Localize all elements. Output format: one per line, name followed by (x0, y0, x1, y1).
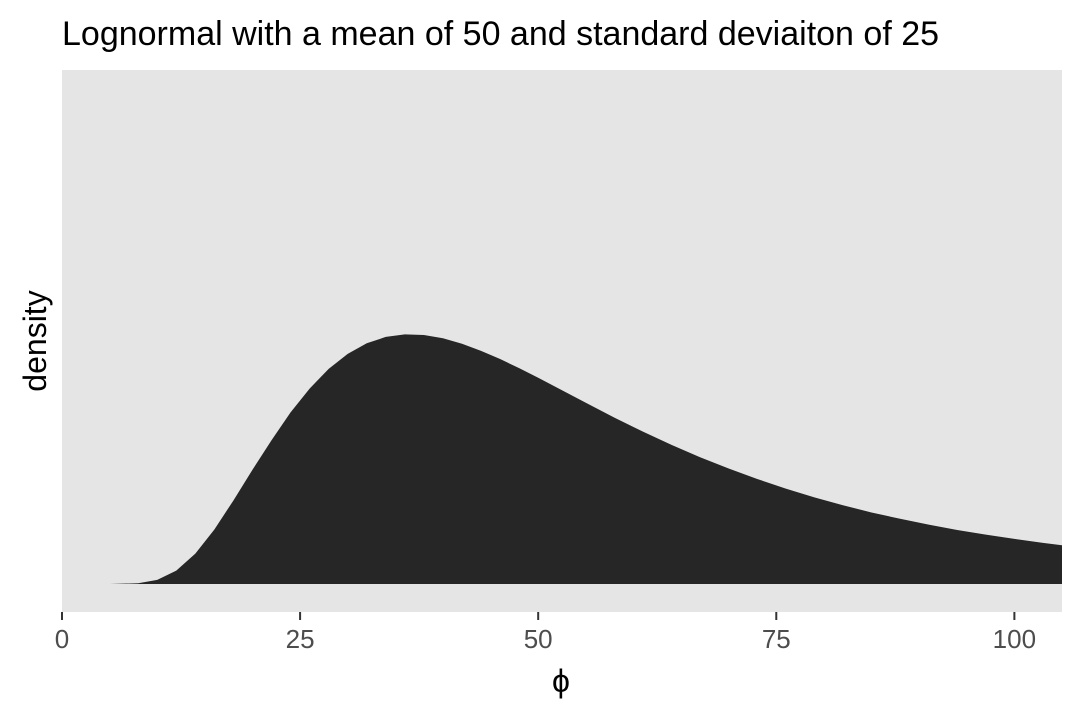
density-area (109, 334, 1063, 584)
x-tick-label: 50 (524, 624, 553, 654)
x-axis-title: ϕ (552, 663, 570, 699)
y-axis-title: density (17, 290, 53, 391)
x-axis: 0 25 50 75 100 (55, 612, 1036, 654)
x-tick-label: 25 (286, 624, 315, 654)
chart-title: Lognormal with a mean of 50 and standard… (62, 15, 939, 53)
x-tick-label: 0 (55, 624, 69, 654)
x-tick-label: 100 (993, 624, 1036, 654)
x-tick-label: 75 (762, 624, 791, 654)
